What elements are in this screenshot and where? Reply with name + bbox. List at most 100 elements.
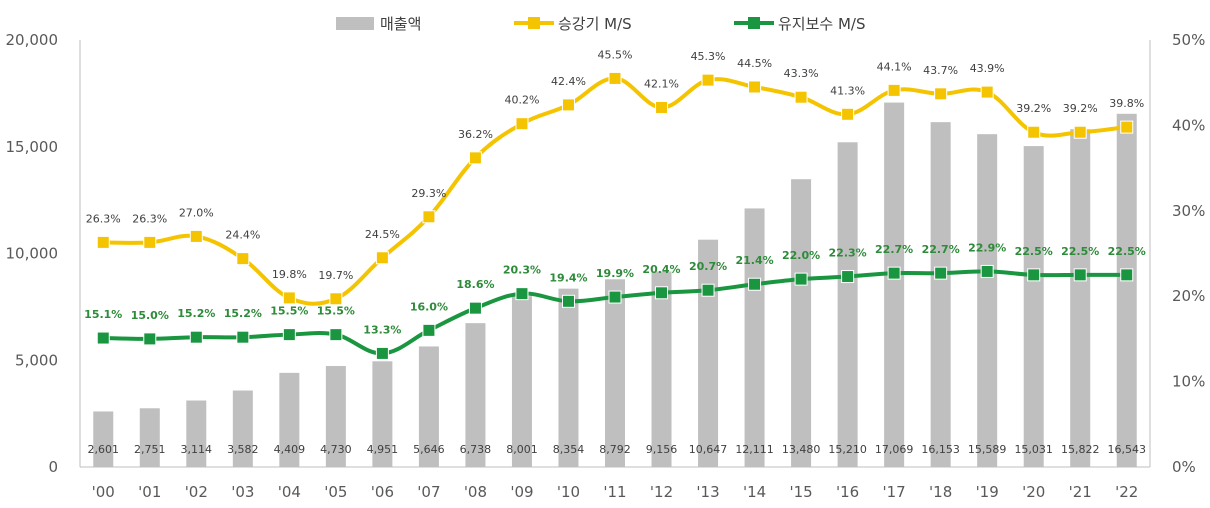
- maintenance-ms-label: 22.3%: [829, 247, 867, 260]
- bar: [418, 346, 439, 467]
- elevator-ms-point: [515, 117, 529, 131]
- y-tick-label: 0: [48, 458, 58, 476]
- bar-value-label: 16,153: [921, 443, 960, 456]
- bar-value-label: 8,792: [599, 443, 631, 456]
- y2-tick-label: 40%: [1172, 116, 1205, 134]
- bar: [1070, 129, 1091, 467]
- elevator-ms-label: 41.3%: [830, 84, 865, 97]
- elevator-ms-point: [189, 229, 203, 243]
- bar: [930, 122, 951, 467]
- bar-value-label: 17,069: [875, 443, 914, 456]
- elevator-ms-point: [143, 235, 157, 249]
- elevator-ms-label: 42.1%: [644, 77, 679, 90]
- x-tick-label: '14: [743, 483, 766, 501]
- elevator-ms-label: 42.4%: [551, 75, 586, 88]
- elevator-ms-point: [887, 83, 901, 97]
- bar: [977, 134, 998, 467]
- x-tick-label: '00: [92, 483, 115, 501]
- elevator-ms-point: [468, 151, 482, 165]
- elevator-ms-point: [561, 98, 575, 112]
- x-tick-label: '15: [789, 483, 812, 501]
- bar: [372, 361, 393, 467]
- elevator-ms-point: [655, 100, 669, 114]
- x-tick-label: '21: [1069, 483, 1092, 501]
- bar-value-label: 5,646: [413, 443, 445, 456]
- maintenance-ms-label: 22.0%: [782, 249, 820, 262]
- y2-tick-label: 10%: [1172, 373, 1205, 391]
- bar: [791, 179, 812, 467]
- elevator-ms-label: 45.3%: [691, 50, 726, 63]
- maintenance-ms-point: [236, 330, 250, 344]
- elevator-ms-point: [329, 292, 343, 306]
- bar-value-label: 16,543: [1107, 443, 1146, 456]
- elevator-ms-point: [375, 251, 389, 265]
- bar: [465, 323, 486, 467]
- maintenance-ms-label: 16.0%: [410, 300, 448, 313]
- legend-bar-swatch: [336, 17, 374, 30]
- elevator-ms-point: [422, 210, 436, 224]
- x-axis: '00 '01 '02 '03 '04 '05 '06 '07 '08 '09 '10 '11 '12 '…: [80, 466, 1150, 501]
- elevator-ms-point: [701, 73, 715, 87]
- elevator-ms-label: 45.5%: [598, 48, 633, 61]
- maintenance-ms-point: [329, 328, 343, 342]
- y2-tick-label: 0%: [1172, 458, 1196, 476]
- maintenance-ms-point: [887, 266, 901, 280]
- maintenance-ms-label: 18.6%: [456, 278, 494, 291]
- elevator-ms-point: [236, 252, 250, 266]
- maintenance-ms-label: 15.0%: [131, 309, 169, 322]
- maintenance-ms-point: [468, 301, 482, 315]
- x-tick-label: '06: [371, 483, 394, 501]
- maintenance-ms-label: 19.9%: [596, 267, 634, 280]
- bar-value-label: 15,822: [1061, 443, 1100, 456]
- elevator-ms-point: [1027, 125, 1041, 139]
- bar-value-label: 15,210: [828, 443, 867, 456]
- legend-maintenance-label: 유지보수 M/S: [778, 15, 866, 33]
- x-tick-label: '04: [278, 483, 301, 501]
- bars: [93, 102, 1137, 468]
- maintenance-ms-label: 15.1%: [84, 308, 122, 321]
- elevator-ms-label: 43.3%: [784, 67, 819, 80]
- elevator-ms-point: [980, 85, 994, 99]
- elevator-ms-label: 19.7%: [318, 269, 353, 282]
- x-tick-label: '09: [510, 483, 533, 501]
- elevator-ms-label: 24.5%: [365, 228, 400, 241]
- elevator-ms-point: [934, 87, 948, 101]
- maintenance-ms-point: [143, 332, 157, 346]
- legend-bar-label: 매출액: [380, 15, 421, 33]
- x-tick-label: '11: [603, 483, 626, 501]
- elevator-ms-label: 40.2%: [504, 94, 539, 107]
- maintenance-ms-label: 15.2%: [177, 307, 215, 320]
- maintenance-ms-point: [561, 294, 575, 308]
- legend-maintenance-marker: [748, 17, 760, 29]
- bar-value-label: 10,647: [689, 443, 728, 456]
- maintenance-ms-label: 22.7%: [922, 243, 960, 256]
- maintenance-ms-point: [96, 331, 110, 345]
- elevator-ms-point: [608, 71, 622, 85]
- bar: [744, 208, 765, 467]
- x-tick-label: '17: [883, 483, 906, 501]
- elevator-ms-point: [96, 235, 110, 249]
- elevator-ms-label: 19.8%: [272, 268, 307, 281]
- bar-value-label: 8,354: [553, 443, 585, 456]
- maintenance-ms-label: 13.3%: [363, 323, 401, 336]
- bar-value-label: 6,738: [460, 443, 492, 456]
- x-tick-label: '16: [836, 483, 859, 501]
- maintenance-ms-point: [608, 290, 622, 304]
- maintenance-ms-label: 15.5%: [317, 305, 355, 318]
- bar-value-label: 12,111: [735, 443, 774, 456]
- bar: [558, 288, 579, 467]
- x-tick-label: '01: [138, 483, 161, 501]
- bar-value-label: 13,480: [782, 443, 821, 456]
- bar: [698, 239, 719, 467]
- maintenance-ms-point: [1120, 268, 1134, 282]
- x-tick-label: '18: [929, 483, 952, 501]
- maintenance-ms-point: [422, 323, 436, 337]
- legend: 매출액 승강기 M/S 유지보수 M/S: [336, 15, 866, 33]
- elevator-ms-label: 36.2%: [458, 128, 493, 141]
- x-tick-label: '02: [185, 483, 208, 501]
- bar: [139, 408, 160, 467]
- maintenance-ms-point: [375, 346, 389, 360]
- y2-tick-label: 30%: [1172, 202, 1205, 220]
- maintenance-ms-point: [1073, 268, 1087, 282]
- maintenance-ms-point: [282, 328, 296, 342]
